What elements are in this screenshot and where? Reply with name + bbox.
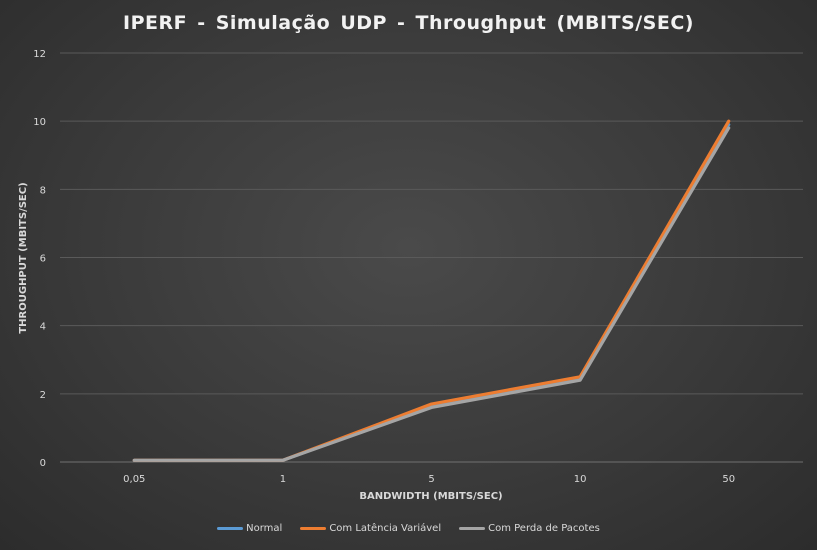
y-axis-title: THROUGHPUT (MBITS/SEC): [18, 182, 29, 333]
series-line-2: [132, 126, 731, 462]
gridlines: [60, 52, 803, 463]
series-line-0: [132, 122, 731, 462]
y-tick-label: 4: [40, 322, 46, 333]
y-tick-label: 0: [40, 458, 46, 469]
y-tick-label: 6: [40, 254, 46, 265]
x-tick-label: 5: [428, 474, 434, 485]
x-tick-label: 10: [574, 474, 587, 485]
series-lines: [132, 119, 731, 462]
legend-label: Com Perda de Pacotes: [488, 523, 600, 534]
legend-swatch: [459, 527, 486, 530]
chart-title: IPERF - Simulação UDP - Throughput (MBIT…: [123, 12, 694, 34]
y-tick-label: 8: [40, 185, 46, 196]
legend-label: Normal: [246, 523, 283, 534]
x-tick-label: 50: [722, 474, 735, 485]
y-tick-label: 12: [33, 49, 46, 60]
y-tick-label: 2: [40, 390, 46, 401]
x-axis-ticks: 0,05 1 5 10 50: [123, 474, 735, 485]
x-tick-label: 0,05: [123, 474, 145, 485]
legend: Normal Com Latência Variável Com Perda de …: [0, 523, 817, 534]
x-axis-title: BANDWIDTH (MBITS/SEC): [359, 491, 502, 502]
legend-label: Com Latência Variável: [329, 523, 442, 534]
y-axis-ticks: 0 2 4 6 8 10 12: [33, 49, 46, 469]
legend-swatch: [217, 527, 244, 530]
y-tick-label: 10: [33, 117, 46, 128]
legend-item: Normal: [217, 523, 282, 534]
x-tick-label: 1: [280, 474, 286, 485]
legend-item: Com Latência Variável: [300, 523, 441, 534]
legend-item: Com Perda de Pacotes: [459, 523, 600, 534]
series-line-1: [132, 119, 731, 462]
legend-swatch: [300, 527, 327, 530]
